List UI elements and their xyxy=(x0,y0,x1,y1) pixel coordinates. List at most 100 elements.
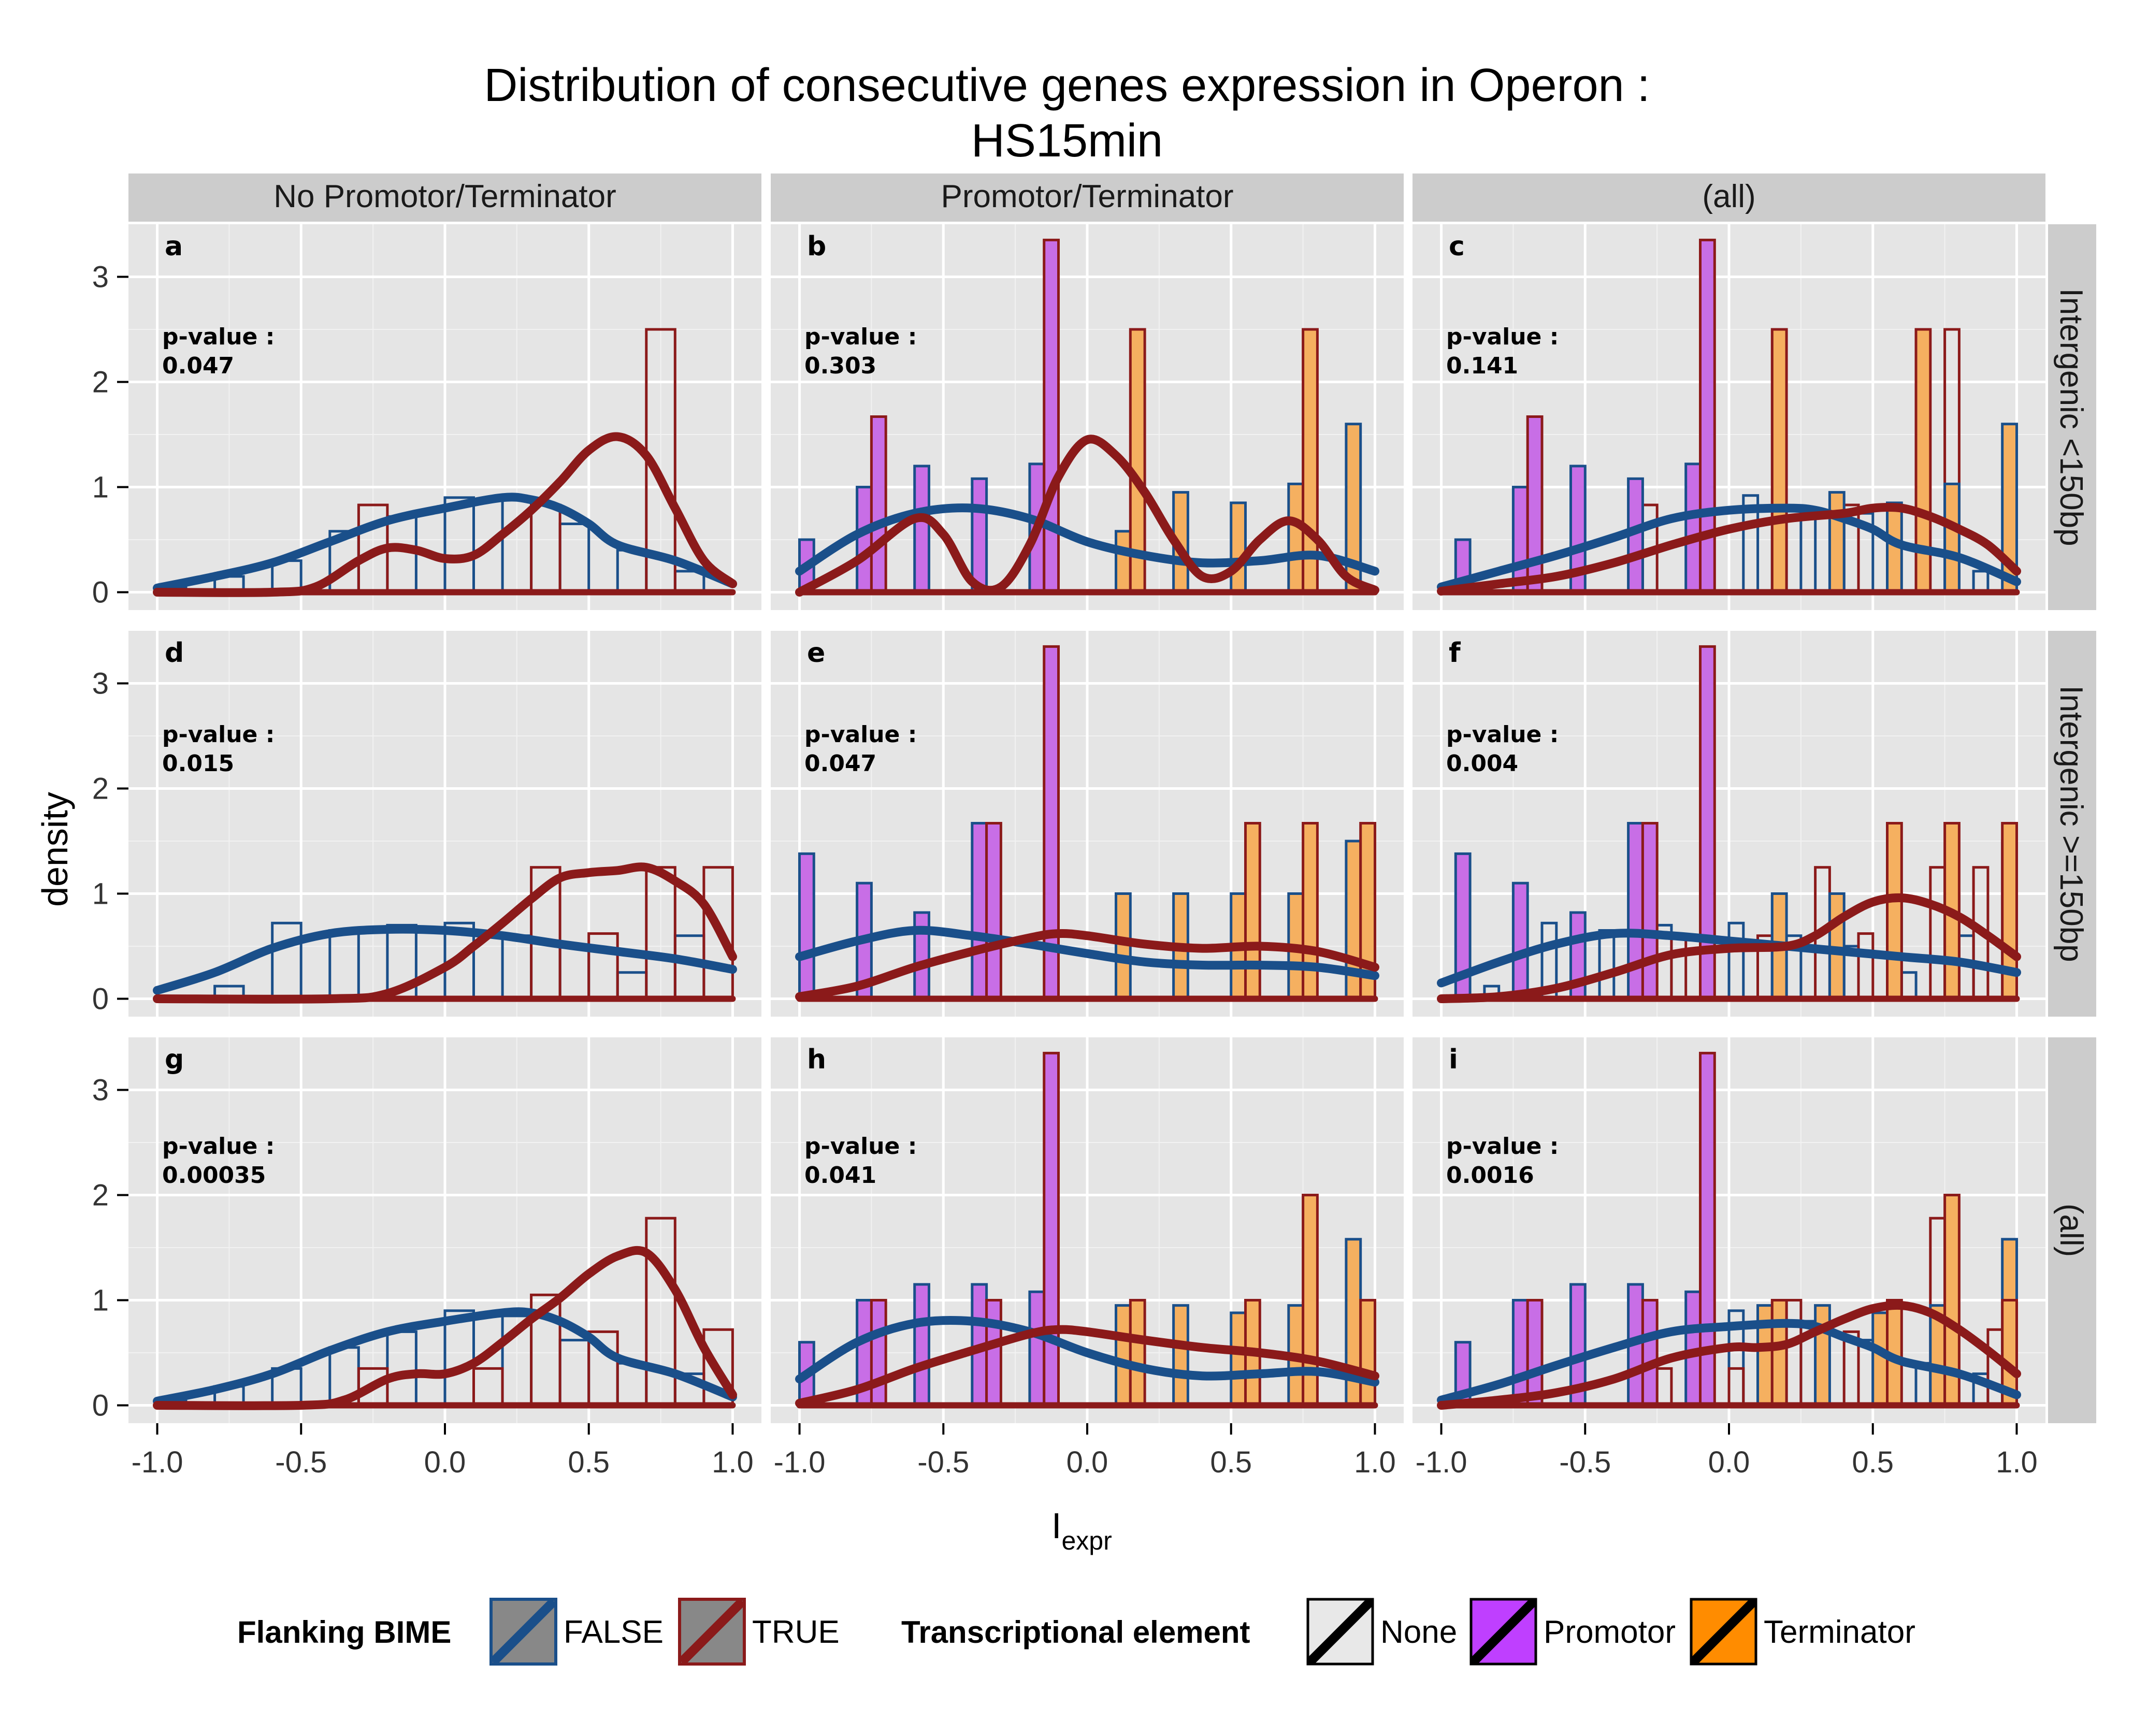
histogram-bar xyxy=(913,911,930,1000)
row-strip-label: (all) xyxy=(2053,1204,2089,1257)
pvalue-label: p-value : xyxy=(1446,721,1559,748)
density-curve-true xyxy=(153,1246,737,1410)
x-tick-label: 1.0 xyxy=(1354,1445,1396,1479)
histogram-bar xyxy=(1943,482,1961,594)
facet-panel-b: b p-value : 0.303 xyxy=(771,224,1404,610)
histogram-bar xyxy=(913,465,930,594)
x-tick-label: -1.0 xyxy=(1416,1445,1467,1479)
density-curve-false xyxy=(795,503,1379,576)
histogram-bar xyxy=(1886,822,1903,1000)
histogram-bar xyxy=(1684,462,1702,594)
histogram-bar xyxy=(1115,530,1132,594)
y-tick-label: 1 xyxy=(92,470,109,504)
facet-strips: No Promotor/Terminator Promotor/Terminato… xyxy=(128,173,2096,1423)
histogram-bar xyxy=(271,921,302,1001)
axes: 0 1 2 3 0 1 2 3 0 1 2 3 -1.0 -0.5 0.0 0.5 1.0 -1.0 -0.5 0.0… xyxy=(92,260,2038,1479)
chart-title: Distribution of consecutive genes expres… xyxy=(484,60,1650,167)
density-curve-true xyxy=(795,1325,1379,1408)
facet-panel-i: i p-value :0.0016 xyxy=(1413,1037,2045,1423)
histogram-bar xyxy=(558,523,590,594)
histogram-bar xyxy=(1670,934,1688,1000)
histogram-bar xyxy=(501,934,533,1000)
histogram-bar xyxy=(386,1330,417,1407)
facet-panel-f: f p-value :0.004 xyxy=(1413,631,2045,1017)
histogram-bar xyxy=(798,852,815,1001)
density-curve-false xyxy=(795,925,1379,980)
x-axis-label-subscript: expr xyxy=(1061,1526,1112,1555)
x-axis-label: Iexpr xyxy=(1051,1506,1112,1555)
y-tick-label: 3 xyxy=(92,667,109,700)
legend: Flanking BIME FALSE TRUE Transcriptional el… xyxy=(237,1598,1915,1666)
row-strip xyxy=(2048,1037,2096,1423)
pvalue-label: p-value : xyxy=(1446,1133,1559,1160)
pvalue-label: p-value : xyxy=(162,1133,275,1160)
histogram-bar xyxy=(1115,1304,1132,1407)
pvalue-value: 0.041 xyxy=(804,1162,876,1189)
histogram-bar xyxy=(1302,328,1319,594)
chart-title-line-2: HS15min xyxy=(971,115,1163,167)
panel-letter: h xyxy=(807,1044,826,1075)
row-strip xyxy=(2048,224,2096,610)
pvalue-label: p-value : xyxy=(1446,324,1559,350)
histogram-bar xyxy=(1857,932,1875,1000)
histogram-bar xyxy=(1655,1367,1673,1407)
histogram-bar xyxy=(386,515,417,594)
row-strip-label: Intergenic <150bp xyxy=(2053,288,2089,546)
column-strip-label: No Promotor/Terminator xyxy=(273,179,616,214)
density-curve-true xyxy=(1437,502,2021,596)
histogram-bar xyxy=(1727,1367,1745,1407)
pvalue-value: 0.00035 xyxy=(162,1162,266,1189)
histogram-bar xyxy=(1043,1051,1060,1407)
density-curve-false xyxy=(153,1307,737,1406)
histogram-bar xyxy=(558,945,590,1000)
x-axis-label-main: I xyxy=(1051,1506,1061,1546)
y-tick-label: 2 xyxy=(92,1178,109,1212)
histogram-bar xyxy=(1929,866,1947,1000)
y-tick-label: 2 xyxy=(92,365,109,399)
facet-panel-a: a p-value : 0.047 xyxy=(128,224,761,610)
legend-label-bime: FALSE xyxy=(564,1614,664,1650)
pvalue-label: p-value : xyxy=(804,1133,917,1160)
x-tick-label: 0.0 xyxy=(424,1445,466,1479)
legend-label-element: None xyxy=(1380,1614,1457,1650)
legend-key-bime-line xyxy=(680,1600,744,1663)
facet-panel-e: e p-value :0.047 xyxy=(771,631,1404,1017)
pvalue-label: p-value : xyxy=(162,324,275,350)
pvalue-label: p-value : xyxy=(162,721,275,748)
histogram-bar xyxy=(558,1339,590,1407)
density-curve-false xyxy=(153,924,737,995)
column-strip-label: Promotor/Terminator xyxy=(941,179,1233,214)
y-tick-label: 3 xyxy=(92,1073,109,1107)
x-tick-label: -0.5 xyxy=(917,1445,969,1479)
pvalue-label: p-value : xyxy=(804,324,917,350)
legend-label-element: Promotor xyxy=(1544,1614,1676,1650)
column-strip xyxy=(1413,173,2045,222)
pvalue-value: 0.004 xyxy=(1446,750,1518,777)
row-strip-label: Intergenic >=150bp xyxy=(2053,685,2089,962)
y-tick-label: 2 xyxy=(92,772,109,805)
facet-panel-h: h p-value :0.041 xyxy=(771,1037,1404,1423)
pvalue-value: 0.047 xyxy=(804,750,876,777)
y-tick-label: 0 xyxy=(92,575,109,609)
x-tick-label: 0.0 xyxy=(1708,1445,1750,1479)
pvalue-value: 0.303 xyxy=(804,353,876,379)
histogram-bar xyxy=(645,866,676,1000)
density-curve-false xyxy=(1437,929,2021,988)
panel-letter: g xyxy=(165,1044,184,1075)
histogram-bar xyxy=(1526,1299,1544,1407)
pvalue-label: p-value : xyxy=(804,721,917,748)
pvalue-value: 0.0016 xyxy=(1446,1162,1534,1189)
y-axis-label: density xyxy=(35,792,75,907)
pvalue-value: 0.141 xyxy=(1446,353,1518,379)
column-strip-label: (all) xyxy=(1702,179,1755,214)
y-tick-label: 3 xyxy=(92,260,109,294)
panel-letter: f xyxy=(1449,638,1461,669)
histogram-bar xyxy=(1641,1299,1659,1407)
histogram-bar xyxy=(1770,1299,1788,1407)
histogram-bar xyxy=(971,477,988,594)
y-tick-label: 0 xyxy=(92,982,109,1016)
legend-key-bime-line xyxy=(492,1600,555,1663)
panel-letter: c xyxy=(1449,231,1465,262)
histogram-bar xyxy=(1627,822,1644,1000)
panel-letter: i xyxy=(1449,1044,1458,1075)
